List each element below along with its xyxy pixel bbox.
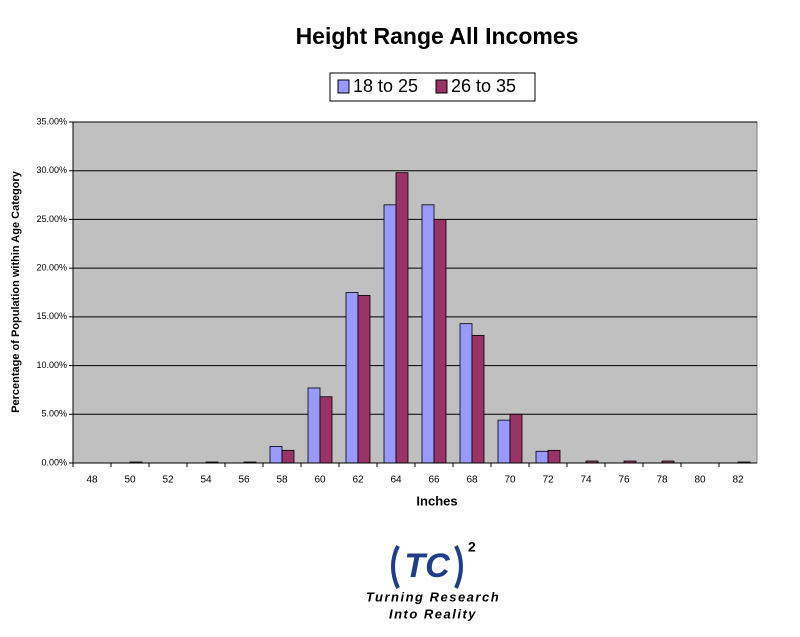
x-tick-label: 50 [124, 475, 136, 486]
legend-swatch [435, 79, 448, 94]
y-tick-label: 25.00% [36, 214, 67, 224]
bar [547, 449, 561, 464]
legend-box [329, 72, 536, 102]
x-tick-label: 58 [276, 475, 288, 486]
bar [395, 172, 409, 464]
bar [319, 396, 333, 464]
logo-bracket [454, 545, 463, 589]
x-tick-label: 72 [542, 475, 554, 486]
x-tick-label: 60 [314, 475, 326, 486]
logo-mark: TC [404, 547, 450, 585]
y-tick-label: 15.00% [36, 311, 67, 321]
x-tick-label: 66 [428, 475, 440, 486]
x-tick-label: 62 [352, 475, 364, 486]
y-tick-label: 30.00% [36, 165, 67, 175]
x-axis-title: Inches [416, 493, 457, 508]
bar [383, 204, 397, 464]
x-tick-label: 64 [390, 475, 402, 486]
legend-label: 26 to 35 [451, 76, 516, 96]
bar [357, 295, 371, 464]
logo-tagline: Into Reality [389, 606, 477, 621]
logo: TC 2 Turning Research Into Reality [366, 539, 500, 622]
x-tick-label: 52 [162, 475, 174, 486]
x-tick-label: 82 [732, 475, 744, 486]
x-tick-label: 76 [618, 475, 630, 486]
bar [307, 387, 321, 464]
y-tick-label: 0.00% [41, 457, 67, 467]
x-tick-label: 54 [200, 475, 212, 486]
bar [509, 413, 523, 464]
chart-title: Height Range All Incomes [296, 23, 579, 49]
bar [281, 449, 295, 464]
y-tick-label: 10.00% [36, 360, 67, 370]
logo-superscript: 2 [468, 539, 476, 555]
bar [433, 219, 447, 464]
x-tick-label: 56 [238, 475, 250, 486]
bar [497, 419, 511, 464]
bar [421, 204, 435, 464]
bar [345, 292, 359, 464]
y-tick-label: 35.00% [36, 116, 67, 126]
logo-bracket [391, 545, 400, 589]
x-tick-label: 48 [86, 475, 98, 486]
y-tick-label: 5.00% [41, 409, 67, 419]
x-tick-label: 70 [504, 475, 516, 486]
bar [269, 446, 283, 464]
x-tick-label: 78 [656, 475, 668, 486]
bar [459, 323, 473, 464]
plot-background [72, 121, 758, 464]
x-tick-label: 68 [466, 475, 478, 486]
y-axis-title: Percentage of Population within Age Cate… [10, 170, 22, 413]
x-tick-label: 80 [694, 475, 706, 486]
y-tick-label: 20.00% [36, 263, 67, 273]
bar [471, 334, 485, 464]
legend-label: 18 to 25 [353, 76, 418, 96]
legend-swatch [337, 79, 350, 94]
x-tick-label: 74 [580, 475, 592, 486]
logo-tagline: Turning Research [366, 589, 500, 604]
bar [535, 450, 549, 464]
